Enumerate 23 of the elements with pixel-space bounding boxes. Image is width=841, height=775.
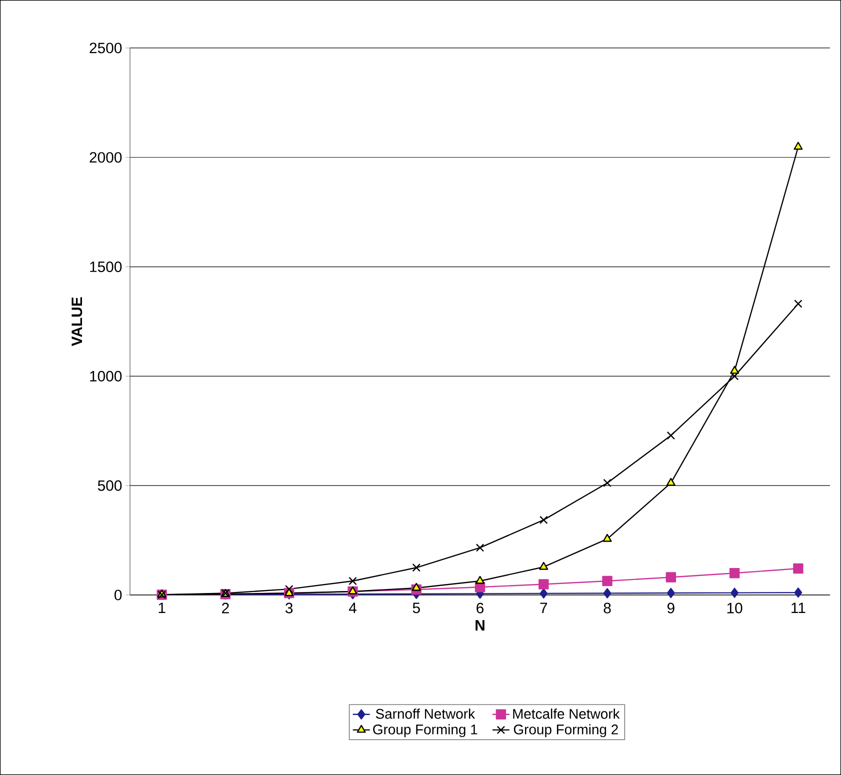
x-axis-title: N bbox=[476, 620, 484, 630]
legend-label: Group Forming 2 bbox=[514, 724, 618, 738]
y-tick-label: 2500 bbox=[90, 42, 122, 54]
x-tick-label: 4 bbox=[348, 602, 356, 614]
y-axis-title: VALUE bbox=[72, 297, 82, 346]
x-tick-label: 2 bbox=[222, 602, 229, 614]
x-tick-label: 8 bbox=[604, 602, 611, 614]
x-tick-label: 6 bbox=[476, 602, 484, 614]
y-tick-label: 500 bbox=[98, 480, 122, 491]
y-tick-label: 1000 bbox=[90, 370, 122, 382]
legend-label: Metcalfe Network bbox=[513, 708, 620, 719]
legend-label: Group Forming 1 bbox=[373, 724, 478, 738]
x-tick-label: 5 bbox=[412, 602, 420, 614]
y-tick-label: 2000 bbox=[90, 152, 122, 163]
x-tick-label: 1 bbox=[158, 602, 166, 614]
x-tick-label: 7 bbox=[540, 602, 548, 614]
x-tick-label: 10 bbox=[727, 602, 742, 614]
x-tick-label: 11 bbox=[792, 602, 806, 614]
y-tick-label: 0 bbox=[114, 590, 122, 600]
legend-label: Sarnoff Network bbox=[376, 708, 476, 719]
y-tick-label: 1500 bbox=[90, 261, 122, 272]
x-tick-label: 9 bbox=[667, 602, 674, 614]
x-tick-label: 3 bbox=[286, 602, 293, 614]
